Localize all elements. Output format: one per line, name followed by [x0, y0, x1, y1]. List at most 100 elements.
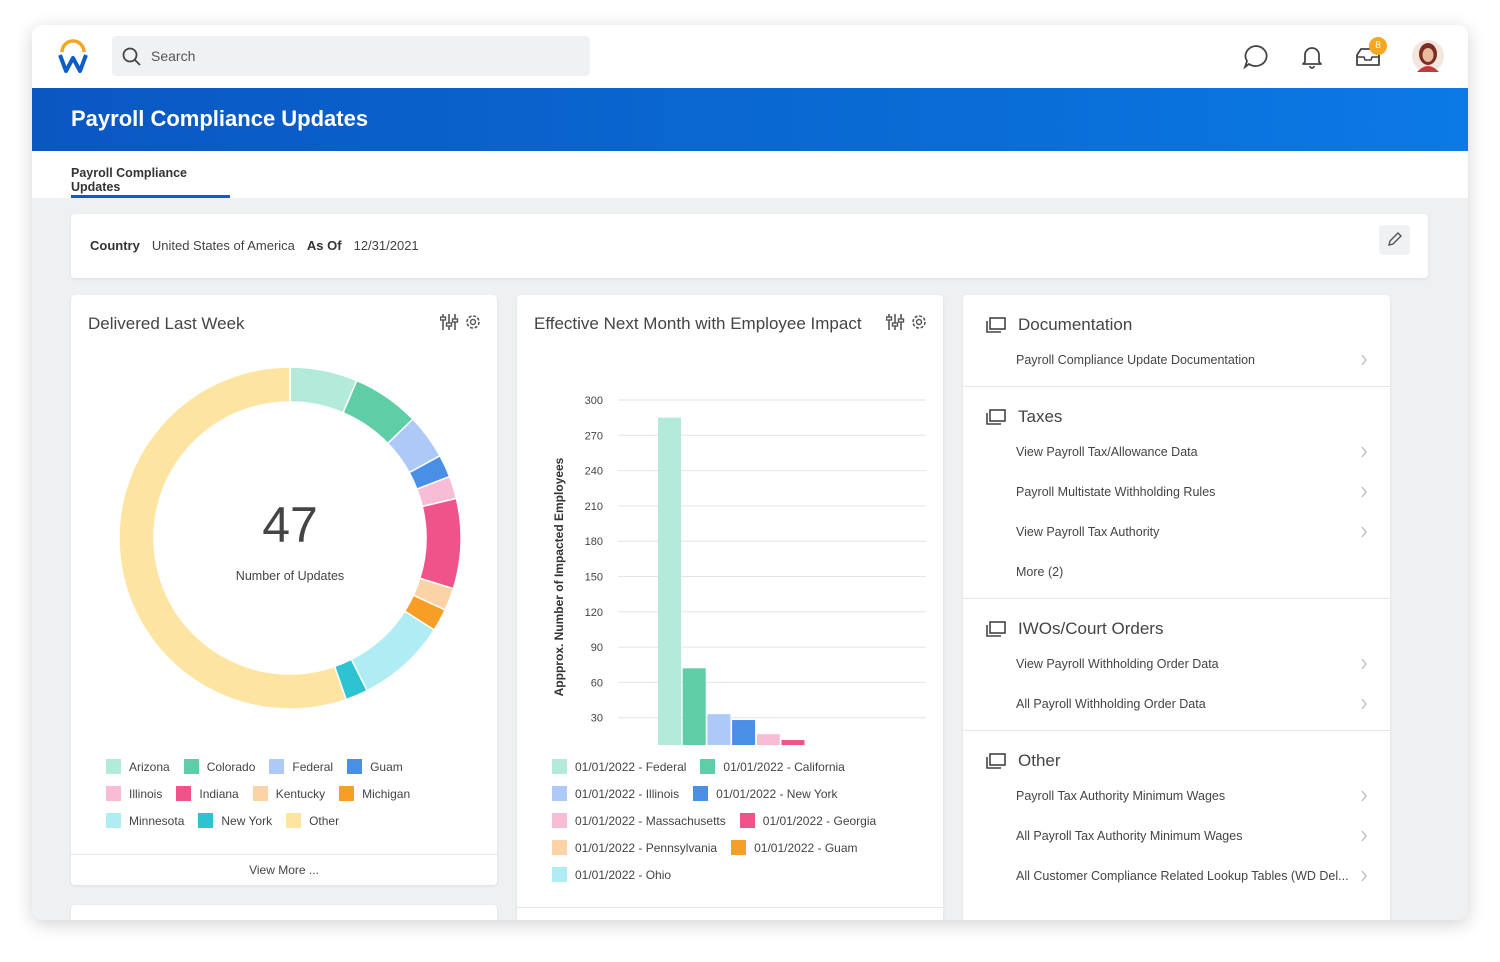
y-axis-label: Appprox. Number of Impacted Employees — [552, 457, 566, 696]
legend-swatch — [106, 786, 121, 801]
chevron — [1361, 486, 1367, 498]
y-tick-label: 30 — [591, 713, 603, 725]
legend-label: New York — [221, 813, 273, 828]
link[interactable]: All Payroll Withholding Order Data — [963, 684, 1390, 724]
y-tick-label: 60 — [591, 677, 603, 689]
legend-label: Illinois — [129, 786, 163, 801]
top-bar: Search 8 — [32, 25, 1468, 88]
legend-item: Guam — [347, 753, 403, 780]
legend-label: Guam — [370, 759, 403, 774]
legend-swatch — [731, 840, 747, 855]
chevron — [1361, 446, 1367, 458]
tab[interactable]: Payroll Compliance Updates — [71, 151, 230, 198]
icon-stroke — [1361, 446, 1367, 458]
legend-swatch — [183, 759, 199, 774]
icon-stroke — [912, 315, 926, 329]
card-title: Effective Next Month with Employee Impac… — [534, 314, 862, 333]
link-label: Payroll Tax Authority Minimum Wages — [1016, 789, 1226, 803]
link[interactable]: View Payroll Tax Authority — [963, 512, 1390, 552]
legend-label: 01/01/2022 - New York — [716, 786, 838, 801]
legend-item: Other — [286, 807, 339, 834]
section-title: Other — [1018, 751, 1061, 770]
y-tick-label: 270 — [585, 430, 603, 442]
legend-item: 01/01/2022 - New York — [693, 780, 838, 807]
legend-swatch — [106, 759, 121, 774]
legend-swatch — [339, 786, 355, 801]
bar-card: Effective Next Month with Employee Impac… — [517, 295, 943, 920]
link[interactable]: View Payroll Tax/Allowance Data — [963, 432, 1390, 472]
legend-label: 01/01/2022 - Ohio — [575, 867, 672, 882]
icon-stroke — [1361, 830, 1367, 842]
legend-item: 01/01/2022 - Ohio — [552, 861, 671, 888]
legend-label: Other — [309, 813, 340, 828]
logo[interactable] — [58, 39, 88, 73]
chevron — [1361, 870, 1367, 882]
filter-label: As Of — [306, 238, 342, 253]
tab-bar: Payroll Compliance Updates — [32, 151, 1468, 198]
section: Other Payroll Tax Authority Minimum Wages… — [963, 731, 1390, 902]
legend-item: 01/01/2022 - Pennsylvania — [552, 834, 717, 861]
chevron — [1361, 658, 1367, 670]
section: Taxes View Payroll Tax/Allowance Data Payr… — [963, 387, 1390, 599]
legend-swatch — [700, 759, 716, 774]
icon-stroke — [466, 315, 480, 329]
legend-label: Minnesota — [129, 813, 185, 828]
legend-item: Federal — [269, 753, 333, 780]
icon-stroke — [1361, 526, 1367, 538]
bar — [658, 417, 681, 745]
section-title: Documentation — [1018, 315, 1133, 334]
link[interactable]: Payroll Tax Authority Minimum Wages — [963, 776, 1390, 816]
legend-swatch — [106, 813, 121, 828]
y-tick-label: 300 — [585, 395, 603, 407]
legend-swatch — [552, 759, 567, 774]
section-title: IWOs/Court Orders — [1018, 619, 1164, 638]
bar — [732, 720, 756, 745]
avatar[interactable] — [1412, 40, 1444, 72]
icon-stroke — [445, 322, 453, 327]
link[interactable]: More (2) — [963, 552, 1390, 592]
icon-stroke — [986, 625, 1001, 637]
icon-stroke — [885, 316, 893, 321]
y-tick-label: 90 — [591, 642, 603, 654]
card-tools[interactable] — [885, 312, 931, 337]
filter-value: 12/31/2021 — [353, 238, 419, 253]
tools-icon — [885, 314, 926, 330]
bar — [781, 740, 805, 745]
icon-stroke — [989, 621, 1006, 634]
legend-swatch — [739, 813, 755, 828]
edit-button[interactable] — [1379, 225, 1410, 255]
legend-item: 01/01/2022 - Federal — [552, 753, 686, 780]
center-label: Number of Updates — [236, 569, 344, 583]
icon-stroke — [1361, 698, 1367, 710]
bell-icon[interactable] — [1300, 44, 1324, 70]
y-tick-label: 210 — [585, 501, 603, 513]
link[interactable]: Payroll Compliance Update Documentation — [963, 340, 1390, 380]
donut-chart: 47 Number of Updates — [118, 366, 462, 710]
link[interactable]: All Payroll Tax Authority Minimum Wages — [963, 816, 1390, 856]
card-tools[interactable] — [439, 312, 485, 337]
icon-stroke — [986, 413, 1001, 425]
legend-swatch — [252, 786, 268, 801]
link[interactable]: Payroll Multistate Withholding Rules — [963, 472, 1390, 512]
link[interactable]: All Customer Compliance Related Lookup T… — [963, 856, 1390, 896]
legend-item: 01/01/2022 - Georgia — [739, 807, 876, 834]
chevron — [1361, 526, 1367, 538]
chevron — [1361, 698, 1367, 710]
section-icon — [986, 753, 1006, 769]
icon-stroke — [989, 317, 1006, 330]
legend-label: Michigan — [362, 786, 411, 801]
section-title: Taxes — [1018, 407, 1063, 426]
legend-label: 01/01/2022 - Pennsylvania — [575, 840, 718, 855]
view-more[interactable]: View More ... — [71, 854, 497, 885]
link[interactable]: View Payroll Withholding Order Data — [963, 644, 1390, 684]
icon-stroke — [451, 318, 459, 323]
legend-swatch — [552, 786, 567, 801]
app-window: Search 8 Payroll Compliance Updates Payr… — [32, 25, 1468, 920]
donut-card: Delivered Last Week 47 Number of Updates … — [71, 295, 497, 885]
inbox-icon[interactable] — [1355, 45, 1381, 69]
chat-icon[interactable] — [1243, 44, 1269, 70]
link-label: Payroll Multistate Withholding Rules — [1016, 485, 1216, 499]
search-box[interactable]: Search — [112, 36, 590, 76]
link-label: View Payroll Withholding Order Data — [1016, 657, 1219, 671]
legend-swatch — [552, 813, 567, 828]
